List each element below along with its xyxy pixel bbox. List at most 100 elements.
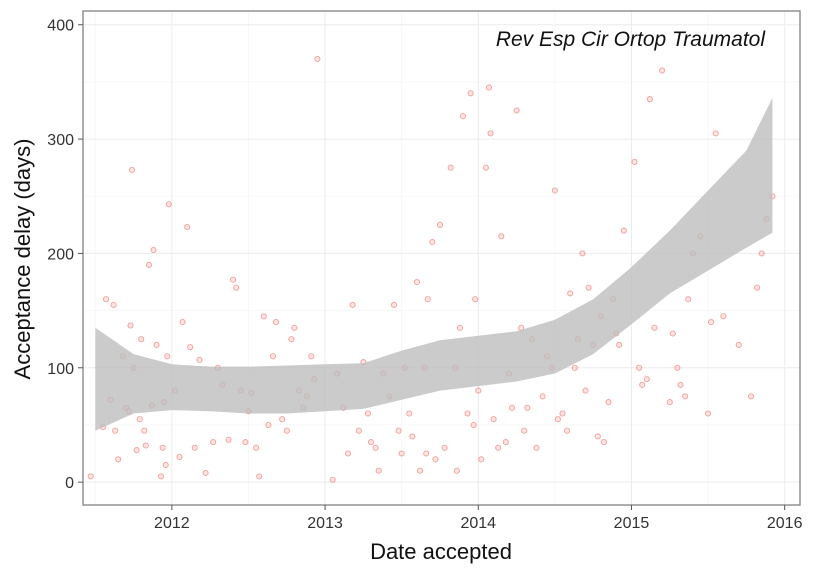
data-point (677, 381, 684, 388)
data-point (708, 318, 715, 326)
data-point (127, 322, 134, 329)
data-point (482, 164, 489, 171)
data-point (349, 301, 356, 308)
data-point (475, 387, 482, 394)
data-point (165, 201, 172, 208)
data-point (447, 164, 454, 171)
data-point (417, 467, 424, 474)
data-point (269, 353, 277, 360)
data-point (390, 301, 398, 308)
data-point (288, 336, 295, 343)
data-point (712, 130, 719, 137)
data-point (453, 467, 460, 474)
data-point (196, 356, 203, 363)
data-point (272, 318, 280, 326)
data-point (674, 364, 681, 371)
data-point (372, 444, 379, 451)
data-point (141, 427, 148, 434)
data-point (631, 158, 638, 165)
data-point (666, 399, 673, 406)
data-point (233, 284, 240, 291)
data-point (260, 313, 267, 320)
data-point (187, 344, 194, 351)
data-point (524, 404, 531, 411)
x-tick-label: 2014 (460, 515, 496, 532)
journal-annotation: Rev Esp Cir Ortop Traumatol (496, 28, 767, 51)
y-tick-label: 300 (47, 132, 74, 149)
data-point (567, 290, 574, 297)
data-point (754, 284, 761, 291)
data-point (355, 427, 362, 434)
data-point (158, 473, 165, 480)
x-axis-ticks: 2012 2013 2014 2015 2016 (154, 505, 803, 532)
data-point (616, 341, 623, 348)
data-point (705, 410, 712, 417)
data-point (472, 296, 479, 303)
data-point (685, 296, 692, 303)
data-point (87, 473, 94, 480)
data-point (456, 324, 463, 331)
data-point (176, 453, 183, 461)
data-point (436, 221, 444, 228)
y-tick-label: 0 (65, 475, 74, 492)
y-tick-label: 200 (47, 246, 74, 263)
data-point (600, 439, 607, 446)
x-tick-label: 2015 (614, 515, 650, 532)
data-point (485, 84, 493, 91)
data-point (162, 461, 169, 469)
data-point (153, 341, 160, 348)
data-point (478, 456, 485, 463)
data-point (256, 473, 263, 480)
data-point (164, 353, 171, 360)
data-point (639, 381, 646, 388)
data-point (646, 96, 653, 103)
data-point (539, 393, 546, 400)
data-point (487, 130, 494, 137)
data-point (142, 442, 149, 449)
x-tick-label: 2013 (307, 515, 343, 532)
data-point (682, 393, 689, 400)
panel-border (82, 10, 801, 506)
data-point (495, 444, 502, 451)
data-point (375, 467, 382, 474)
data-point (344, 450, 352, 457)
y-axis-ticks: 0 100 200 300 400 (47, 18, 83, 492)
data-point (643, 376, 650, 383)
data-point (551, 187, 558, 194)
data-point (564, 427, 571, 434)
data-point (398, 450, 405, 457)
data-point (424, 296, 431, 303)
data-point (145, 261, 152, 268)
data-point (314, 55, 321, 63)
data-point (110, 301, 117, 308)
data-point (128, 166, 136, 173)
data-point (594, 433, 601, 440)
data-point (735, 341, 742, 348)
data-point (636, 364, 643, 371)
data-point (533, 444, 540, 451)
grid-major (83, 11, 800, 505)
data-point (184, 224, 191, 231)
data-point (265, 421, 272, 429)
data-point (429, 238, 436, 246)
data-point (498, 233, 505, 240)
data-point (502, 439, 509, 446)
data-point (571, 364, 578, 371)
confidence-ribbon (95, 97, 773, 431)
x-tick-label: 2016 (767, 515, 803, 532)
data-point (554, 416, 561, 423)
data-point (413, 278, 421, 286)
data-point (605, 399, 612, 406)
data-point (253, 444, 260, 451)
data-point (521, 427, 528, 434)
data-point (651, 324, 658, 331)
data-point (620, 227, 627, 234)
data-point (367, 439, 375, 446)
data-point (283, 427, 290, 434)
data-point (470, 421, 477, 429)
data-point (423, 450, 430, 457)
data-point (202, 469, 209, 477)
data-point (230, 276, 237, 283)
